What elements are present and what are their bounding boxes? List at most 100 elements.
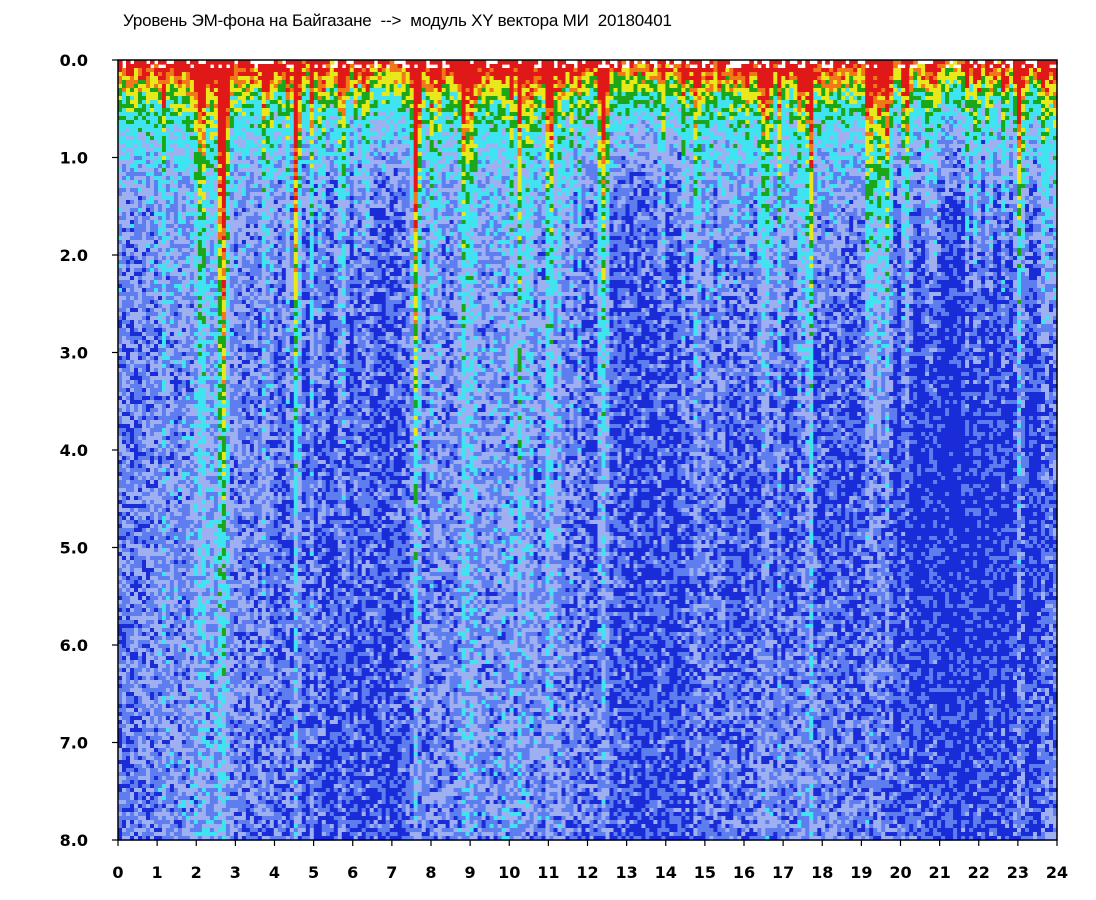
heatmap-cell (122, 220, 127, 225)
heatmap-cell (197, 540, 203, 545)
heatmap-cell (169, 612, 175, 617)
heatmap-cell (138, 388, 143, 393)
heatmap-cell (146, 164, 151, 169)
heatmap-cell (118, 356, 123, 361)
heatmap-cell (162, 804, 167, 809)
heatmap-cell (165, 496, 171, 501)
heatmap-cell (130, 212, 135, 217)
heatmap-cell (154, 500, 159, 505)
heatmap-cell (122, 756, 127, 761)
heatmap-cell (173, 168, 179, 173)
heatmap-cell (193, 184, 199, 189)
heatmap-cell (138, 316, 143, 321)
heatmap-cell (126, 596, 131, 601)
heatmap-cell (193, 176, 199, 181)
heatmap-cell (126, 432, 131, 437)
heatmap-cell (189, 512, 195, 517)
heatmap-cell (134, 616, 139, 621)
heatmap-cell (193, 164, 199, 169)
heatmap-cell (118, 572, 123, 577)
heatmap-cell (122, 804, 127, 809)
heatmap-cell (122, 436, 127, 441)
heatmap-cell (130, 412, 135, 417)
heatmap-cell (181, 284, 187, 289)
heatmap-cell (213, 644, 219, 649)
heatmap-cell (213, 136, 219, 141)
heatmap-cell (118, 444, 123, 449)
heatmap-cell (185, 240, 191, 245)
heatmap-cell (181, 404, 187, 409)
heatmap-cell (185, 160, 191, 165)
heatmap-cell (209, 580, 215, 585)
heatmap-cell (154, 624, 159, 629)
heatmap-cell (165, 704, 171, 709)
heatmap-cell (197, 392, 203, 397)
heatmap-cell (173, 132, 179, 137)
heatmap-cell (158, 588, 163, 593)
heatmap-cell (154, 480, 159, 485)
heatmap-cell (162, 612, 167, 617)
heatmap-cell (165, 324, 171, 329)
heatmap-cell (142, 340, 147, 345)
heatmap-cell (158, 148, 163, 153)
heatmap-cell (169, 176, 175, 181)
heatmap-cell (177, 156, 183, 161)
heatmap-cell (185, 628, 191, 633)
heatmap-cell (197, 600, 203, 605)
heatmap-cell (138, 684, 143, 689)
heatmap-cell (205, 384, 211, 389)
heatmap-cell (205, 564, 211, 569)
heatmap-cell (126, 116, 131, 121)
heatmap-cell (205, 416, 211, 421)
heatmap-cell (130, 468, 135, 473)
heatmap-cell (142, 164, 147, 169)
heatmap-cell (154, 824, 159, 829)
heatmap-cell (169, 252, 175, 257)
heatmap-cell (138, 372, 143, 377)
heatmap-cell (146, 268, 151, 273)
heatmap-cell (142, 212, 147, 217)
heatmap-cell (197, 440, 203, 445)
heatmap-cell (154, 772, 159, 777)
heatmap-cell (150, 504, 155, 509)
heatmap-cell (126, 688, 131, 693)
heatmap-cell (185, 716, 191, 721)
heatmap-cell (193, 180, 199, 185)
heatmap-cell (150, 712, 155, 717)
heatmap-cell (213, 832, 219, 837)
heatmap-cell (142, 420, 147, 425)
heatmap-cell (150, 152, 155, 157)
heatmap-cell (162, 176, 167, 181)
heatmap-cell (165, 164, 171, 169)
heatmap-cell (197, 160, 203, 165)
heatmap-cell (177, 236, 183, 241)
heatmap-cell (146, 732, 151, 737)
heatmap-cell (138, 376, 143, 381)
heatmap-cell (122, 720, 127, 725)
heatmap-cell (142, 504, 147, 509)
heatmap-cell (130, 140, 135, 145)
heatmap-cell (213, 412, 219, 417)
heatmap-cell (181, 536, 187, 541)
heatmap-cell (142, 656, 147, 661)
heatmap-cell (189, 588, 195, 593)
heatmap-cell (118, 548, 123, 553)
heatmap-cell (118, 604, 123, 609)
heatmap-cell (185, 72, 191, 77)
heatmap-cell (197, 508, 203, 513)
heatmap-cell (173, 96, 179, 101)
heatmap-cell (146, 456, 151, 461)
heatmap-cell (138, 152, 143, 157)
heatmap-cell (197, 820, 203, 825)
heatmap-cell (118, 320, 123, 325)
heatmap-cell (118, 484, 123, 489)
heatmap-cell (181, 636, 187, 641)
heatmap-cell (130, 596, 135, 601)
heatmap-cell (162, 204, 167, 209)
heatmap-cell (189, 680, 195, 685)
heatmap-cell (217, 572, 223, 577)
heatmap-cell (122, 308, 127, 313)
heatmap-cell (177, 432, 183, 437)
heatmap-cell (138, 784, 143, 789)
heatmap-cell (162, 816, 167, 821)
